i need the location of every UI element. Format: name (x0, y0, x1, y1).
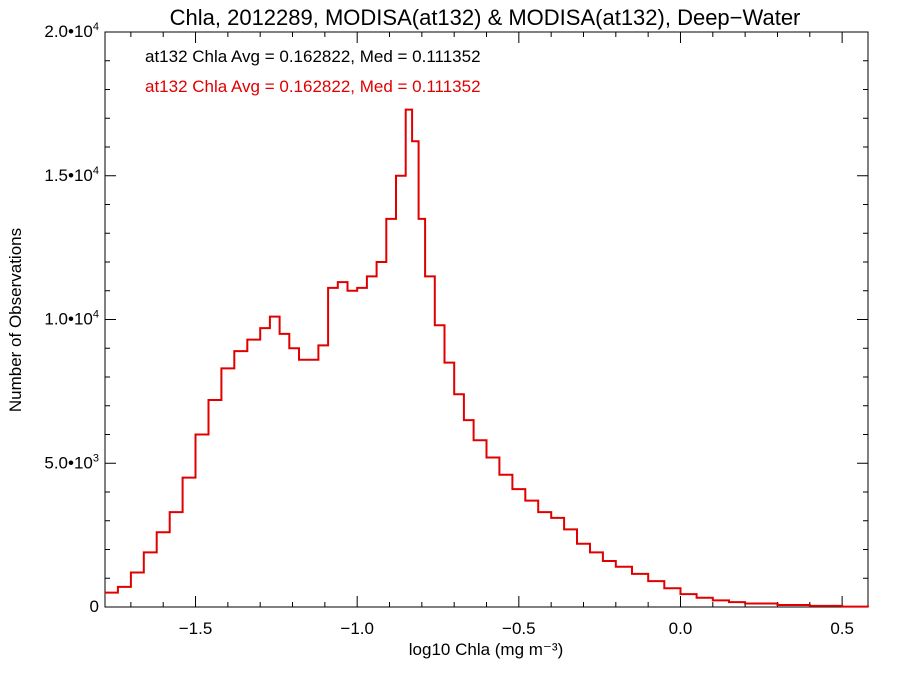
x-axis-label: log10 Chla (mg m⁻³) (409, 640, 563, 659)
y-axis-label: Number of Observations (6, 228, 25, 412)
x-tick-label: 0.0 (669, 619, 693, 638)
plot-frame (104, 31, 869, 608)
x-tick-label: −0.5 (502, 619, 536, 638)
y-tick-exponent: 4 (93, 165, 99, 177)
y-tick-exponent: 4 (93, 309, 99, 321)
x-tick-label: 0.5 (830, 619, 854, 638)
y-tick-label: 0 (90, 597, 99, 616)
x-tick-label: −1.5 (179, 619, 213, 638)
y-tick-label: 2.0•104 (44, 21, 99, 41)
y-axis-ticks: 0 5.0•103 1.0•104 1.5•104 2.0•104 (44, 21, 868, 616)
x-axis-ticks: −1.5 −1.0 −0.5 0.0 0.5 (130, 32, 854, 638)
annotation-red: at132 Chla Avg = 0.162822, Med = 0.11135… (145, 77, 481, 96)
y-tick-label: 1.5•104 (44, 165, 99, 185)
y-tick-exponent: 4 (93, 21, 99, 33)
histogram-line-series (105, 108, 869, 608)
y-tick-label: 1.0•104 (44, 309, 99, 329)
y-tick-exponent: 3 (93, 452, 99, 464)
y-tick-label: 5.0•103 (44, 452, 99, 472)
x-tick-label: −1.0 (340, 619, 374, 638)
annotation-black: at132 Chla Avg = 0.162822, Med = 0.11135… (145, 47, 481, 66)
chart-title: Chla, 2012289, MODISA(at132) & MODISA(at… (170, 5, 801, 30)
